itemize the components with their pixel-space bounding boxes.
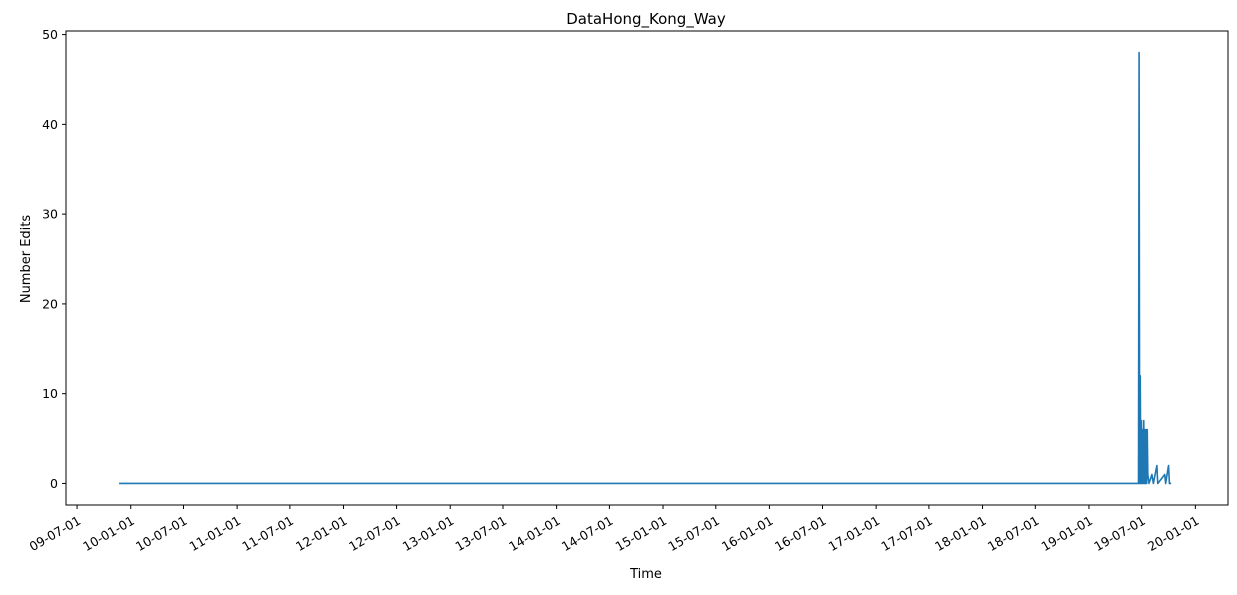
- y-tick-label: 50: [42, 27, 58, 42]
- x-tick-label: 18-07-01: [985, 513, 1042, 554]
- x-tick-label: 10-01-01: [80, 513, 137, 554]
- x-tick-label: 20-01-01: [1145, 513, 1202, 554]
- y-tick-label: 10: [42, 386, 58, 401]
- x-tick-label: 17-01-01: [826, 513, 883, 554]
- y-tick-label: 30: [42, 207, 58, 222]
- x-tick-label: 13-07-01: [453, 513, 510, 554]
- y-tick-label: 40: [42, 117, 58, 132]
- plot-frame: [65, 30, 1229, 506]
- x-tick-label: 13-01-01: [400, 513, 457, 554]
- x-tick-label: 12-07-01: [346, 513, 403, 554]
- chart-title: DataHong_Kong_Way: [566, 10, 726, 29]
- plot-area: [119, 51, 1172, 485]
- x-tick-label: 15-07-01: [665, 513, 722, 554]
- y-axis-label: Number Edits: [19, 215, 34, 304]
- x-tick-label: 19-07-01: [1091, 513, 1148, 554]
- x-tick-label: 10-07-01: [133, 513, 190, 554]
- x-tick-label: 14-01-01: [506, 513, 563, 554]
- y-tick-label: 20: [42, 296, 58, 311]
- x-tick-label: 15-01-01: [613, 513, 670, 554]
- x-tick-label: 14-07-01: [559, 513, 616, 554]
- x-tick-label: 17-07-01: [878, 513, 935, 554]
- series-line-0: [119, 51, 1172, 485]
- x-tick-label: 09-07-01: [27, 513, 84, 554]
- y-tick-label: 0: [50, 476, 58, 491]
- x-tick-label: 11-07-01: [239, 513, 296, 554]
- x-tick-label: 18-01-01: [932, 513, 989, 554]
- x-tick-label: 16-01-01: [719, 513, 776, 554]
- x-axis-label: Time: [629, 567, 662, 582]
- x-tick-label: 12-01-01: [293, 513, 350, 554]
- x-tick-label: 11-01-01: [187, 513, 244, 554]
- axes: 0 10 20 30 40 50 09-07-0110-01-0110-07-0111-01…: [27, 27, 1229, 554]
- x-tick-label: 19-01-01: [1038, 513, 1095, 554]
- x-tick-label: 16-07-01: [772, 513, 829, 554]
